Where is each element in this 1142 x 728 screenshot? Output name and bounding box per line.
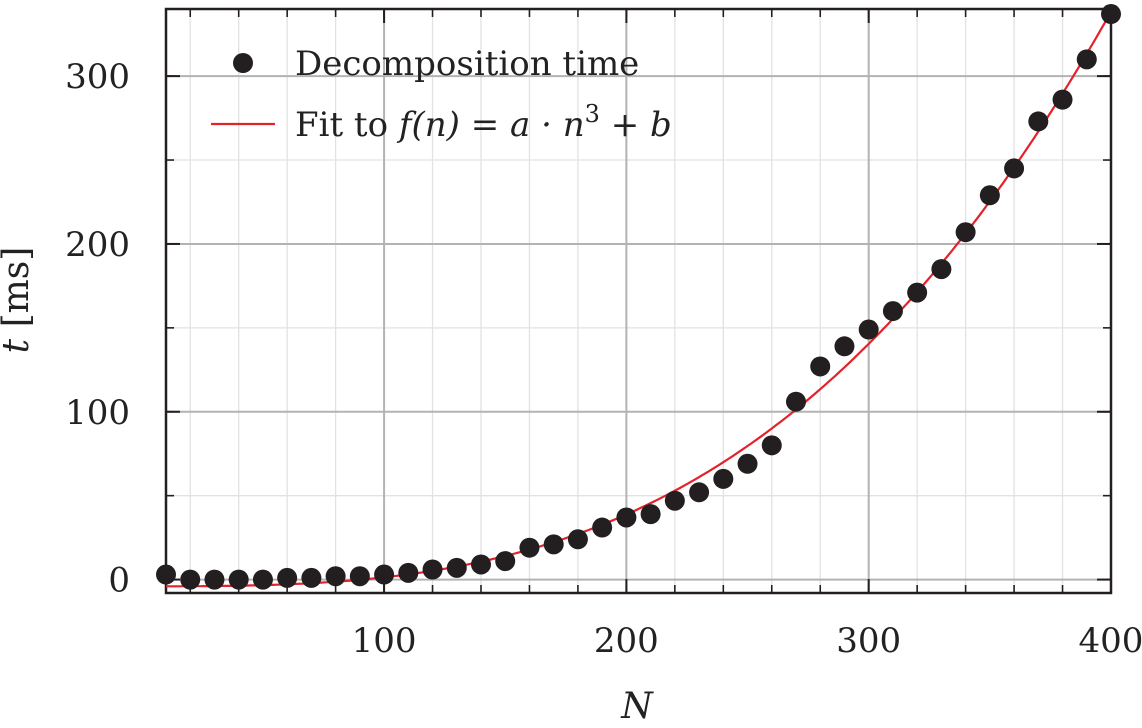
- legend: Decomposition time Fit to f(n) = a · n3 …: [211, 44, 672, 145]
- data-point: [495, 551, 516, 572]
- data-point: [907, 282, 928, 303]
- data-point: [325, 566, 346, 587]
- data-point: [301, 567, 322, 588]
- data-point: [446, 557, 467, 578]
- data-point: [349, 566, 370, 587]
- data-point: [979, 185, 1000, 206]
- data-points: [156, 4, 1121, 590]
- data-point: [689, 482, 710, 503]
- data-point: [810, 356, 831, 377]
- data-point: [1004, 158, 1025, 179]
- data-point: [955, 222, 976, 243]
- y-tick-label: 0: [108, 561, 130, 601]
- data-point: [1028, 111, 1049, 132]
- data-point: [737, 453, 758, 474]
- y-axis-title: t [ms]: [0, 247, 37, 354]
- data-point: [228, 569, 249, 590]
- minor-grid: [166, 9, 1112, 593]
- data-point: [252, 569, 273, 590]
- axis-ticks: [166, 9, 1112, 593]
- y-tick-label: 100: [65, 393, 130, 433]
- data-point: [277, 567, 298, 588]
- x-tick-label: 400: [1079, 621, 1142, 661]
- legend-marker-points: [233, 53, 253, 73]
- data-point: [398, 562, 419, 583]
- x-tick-label: 300: [836, 621, 901, 661]
- x-tick-labels: 100 200 300 400: [352, 621, 1142, 661]
- data-point: [156, 564, 176, 585]
- y-tick-label: 300: [65, 57, 130, 97]
- x-tick-label: 200: [594, 621, 659, 661]
- data-point: [664, 490, 685, 511]
- data-point: [567, 529, 588, 550]
- data-point: [592, 517, 613, 538]
- data-point: [761, 435, 782, 456]
- legend-label-points: Decomposition time: [295, 44, 639, 84]
- data-point: [204, 569, 225, 590]
- data-point: [374, 564, 395, 585]
- data-point: [422, 559, 443, 580]
- data-point: [1101, 4, 1121, 25]
- data-point: [180, 569, 201, 590]
- data-point: [1076, 49, 1097, 70]
- x-axis-title: N: [620, 686, 654, 727]
- data-point: [786, 391, 806, 412]
- x-tick-label: 100: [352, 621, 417, 661]
- data-point: [471, 554, 491, 575]
- data-point: [519, 537, 540, 558]
- data-point: [1052, 89, 1073, 110]
- legend-label-fit: Fit to f(n) = a · n3 + b: [295, 100, 672, 145]
- data-point: [543, 534, 564, 555]
- y-tick-labels: 0 100 200 300: [65, 57, 130, 600]
- data-point: [616, 507, 637, 528]
- data-point: [640, 504, 661, 525]
- data-point: [931, 259, 952, 280]
- y-axis-unit: [ms]: [0, 247, 37, 328]
- data-point: [834, 336, 855, 357]
- data-point: [858, 319, 879, 340]
- major-grid: [166, 9, 1112, 593]
- y-axis-variable: t: [0, 338, 37, 353]
- y-tick-label: 200: [65, 225, 130, 265]
- plot-frame: [164, 7, 1113, 595]
- data-point: [713, 468, 734, 489]
- fit-line: [166, 11, 1112, 588]
- data-point: [882, 301, 903, 322]
